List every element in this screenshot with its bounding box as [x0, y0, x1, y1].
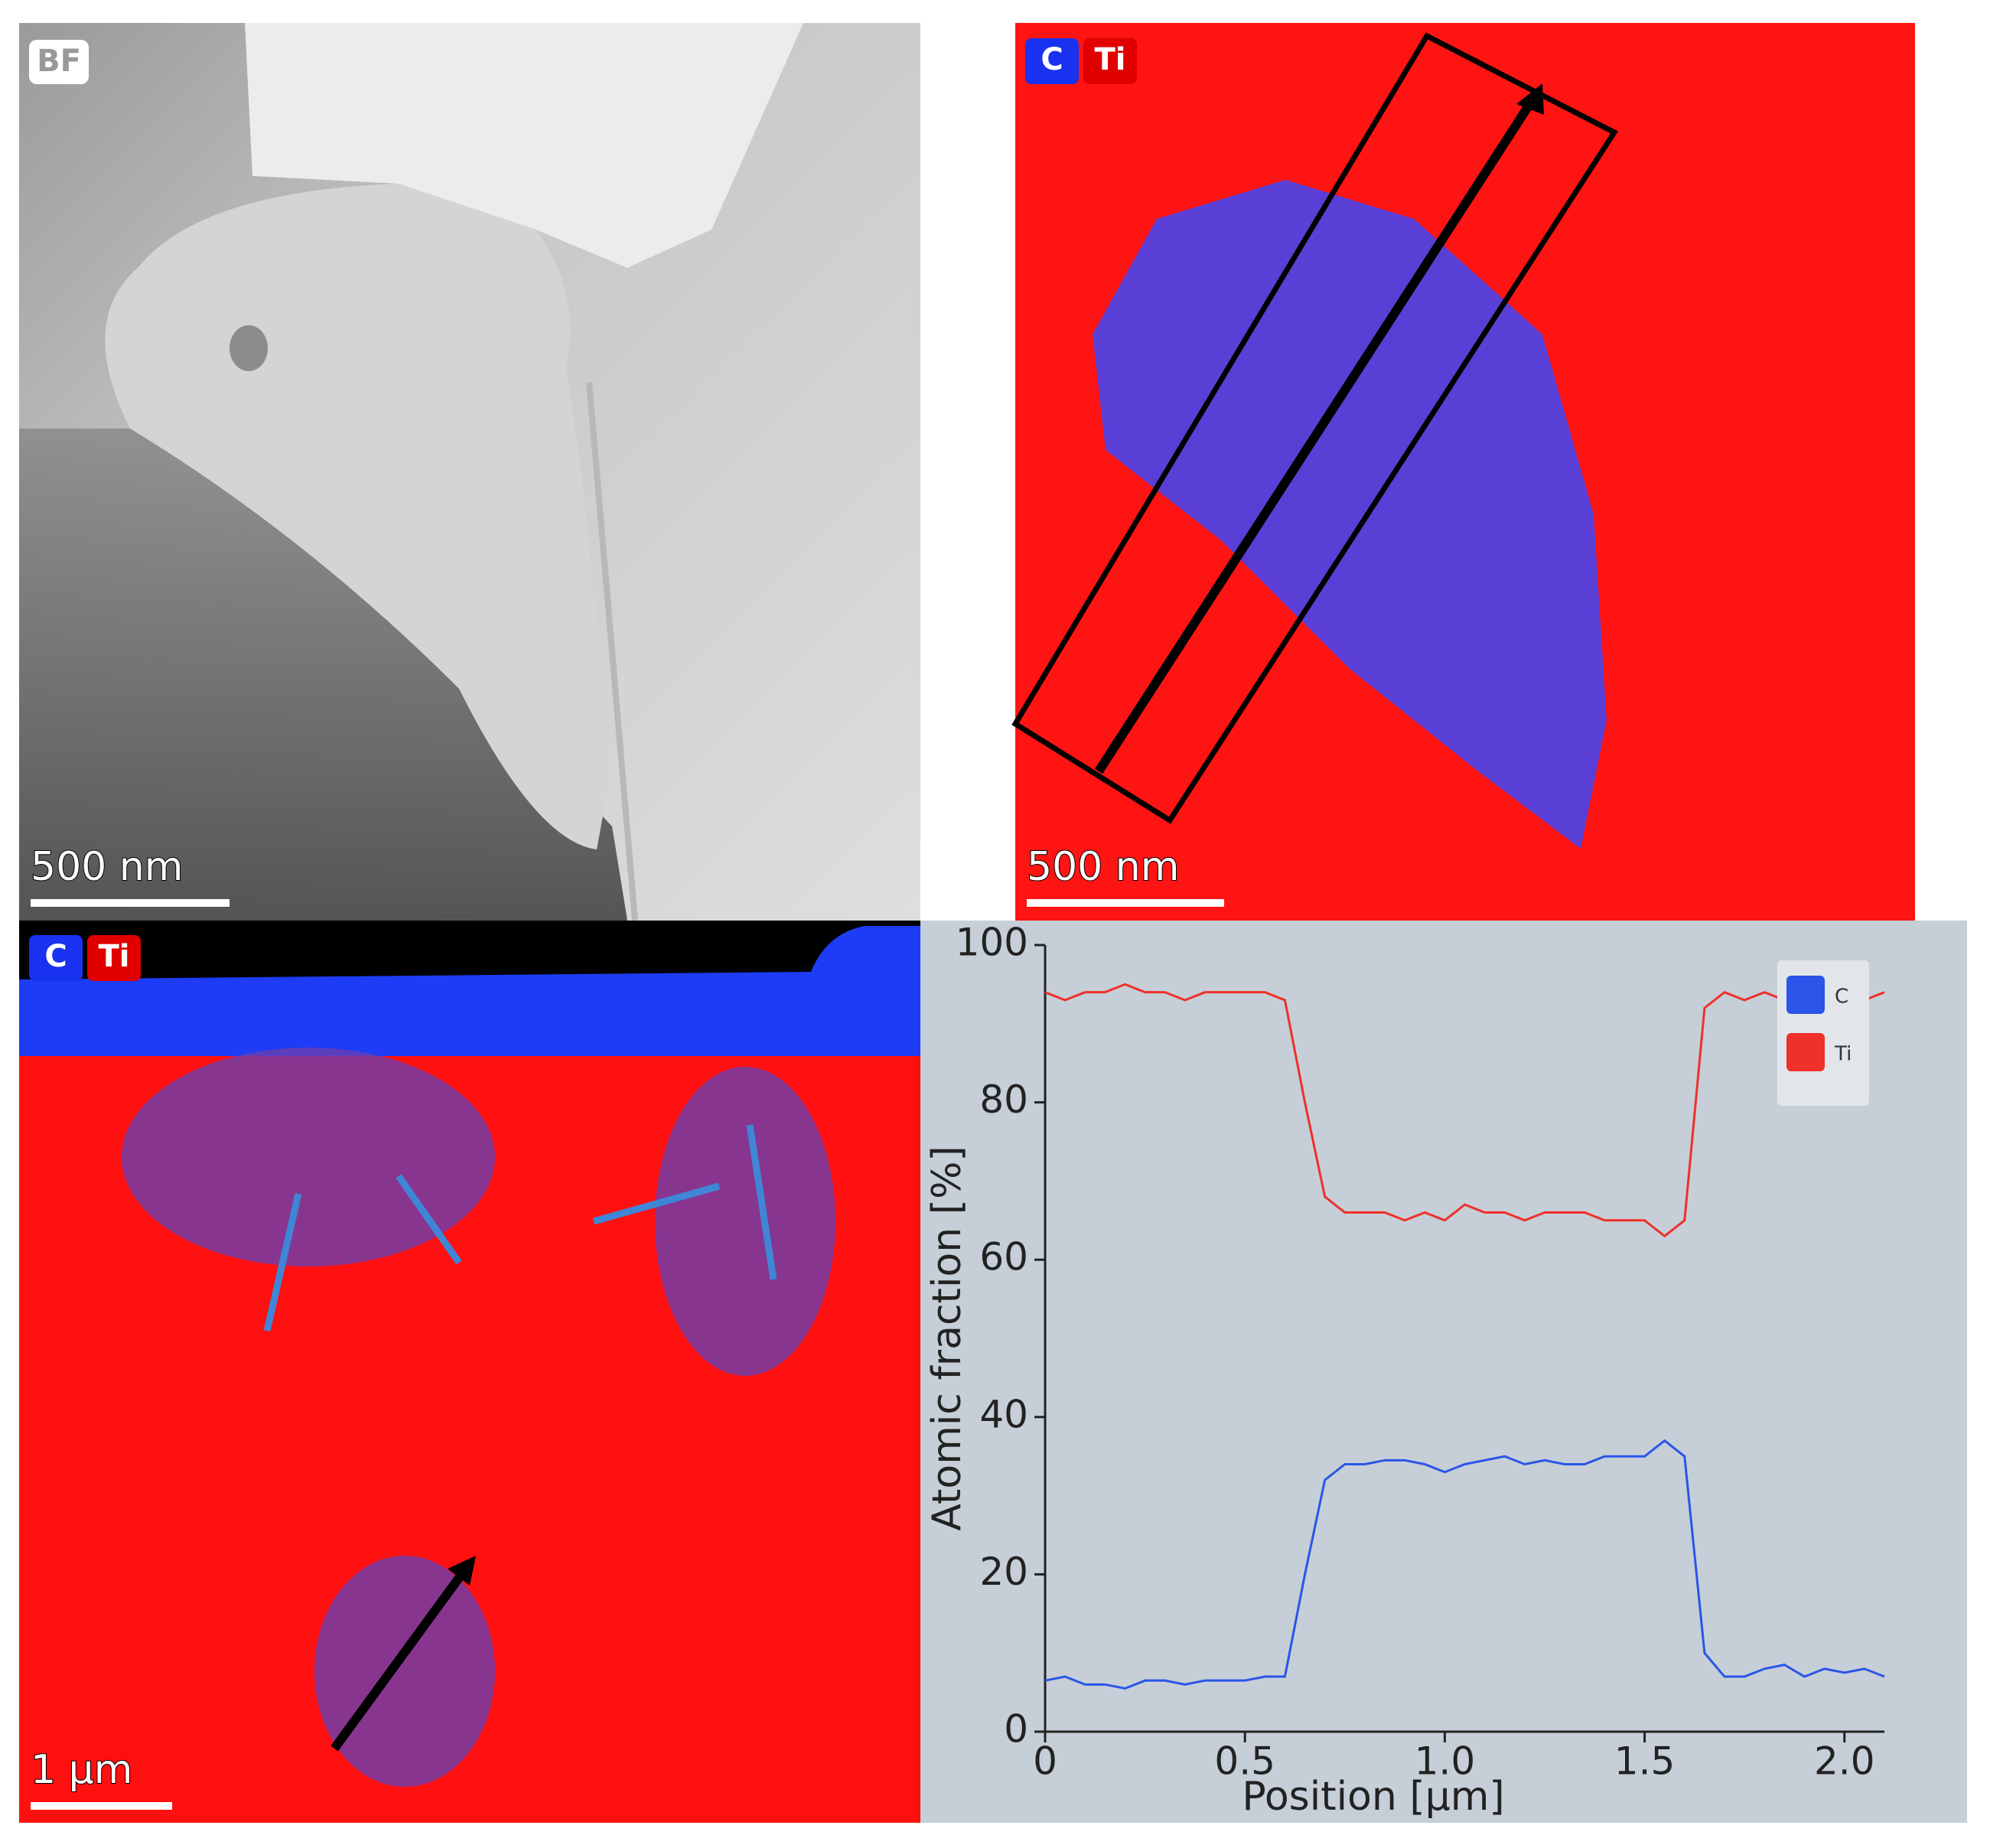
eds-map: C Ti 1 µm	[19, 921, 920, 1823]
legend-label: C	[1835, 986, 1848, 1009]
y-tick-label: 20	[979, 1550, 1028, 1594]
x-axis-label: Position [µm]	[1242, 1774, 1504, 1820]
scale-bar-label: 500 nm	[1027, 844, 1179, 890]
y-tick-label: 100	[956, 921, 1028, 965]
x-tick-label: 1.5	[1614, 1739, 1676, 1784]
y-tick-label: 0	[1004, 1707, 1028, 1752]
x-tick-label: 0.5	[1214, 1739, 1275, 1784]
y-tick-label: 40	[979, 1392, 1028, 1436]
image-label: BF	[37, 44, 81, 79]
eds-map: C Ti 500 nm	[1011, 23, 1915, 921]
element-label: Ti	[1095, 42, 1126, 77]
element-label: C	[44, 939, 67, 974]
y-tick-label: 80	[979, 1077, 1028, 1122]
y-axis-label: Atomic fraction [%]	[924, 1146, 970, 1530]
y-tick-label: 60	[979, 1235, 1028, 1279]
x-tick-label: 1.0	[1415, 1739, 1476, 1784]
x-tick-label: 2.0	[1814, 1739, 1875, 1784]
data-line	[1044, 983, 1885, 1238]
element-label: C	[1041, 42, 1063, 77]
scale-bar-label: 500 nm	[31, 844, 183, 890]
element-label: Ti	[99, 939, 130, 974]
data-line	[1044, 1439, 1885, 1690]
bf-image: BF 500 nm	[19, 23, 920, 921]
legend-label: Ti	[1834, 1043, 1852, 1066]
scale-bar-label: 1 µm	[31, 1747, 132, 1793]
legend-swatch	[1786, 1033, 1825, 1071]
legend-swatch	[1786, 976, 1825, 1014]
x-tick-label: 0	[1033, 1739, 1057, 1784]
